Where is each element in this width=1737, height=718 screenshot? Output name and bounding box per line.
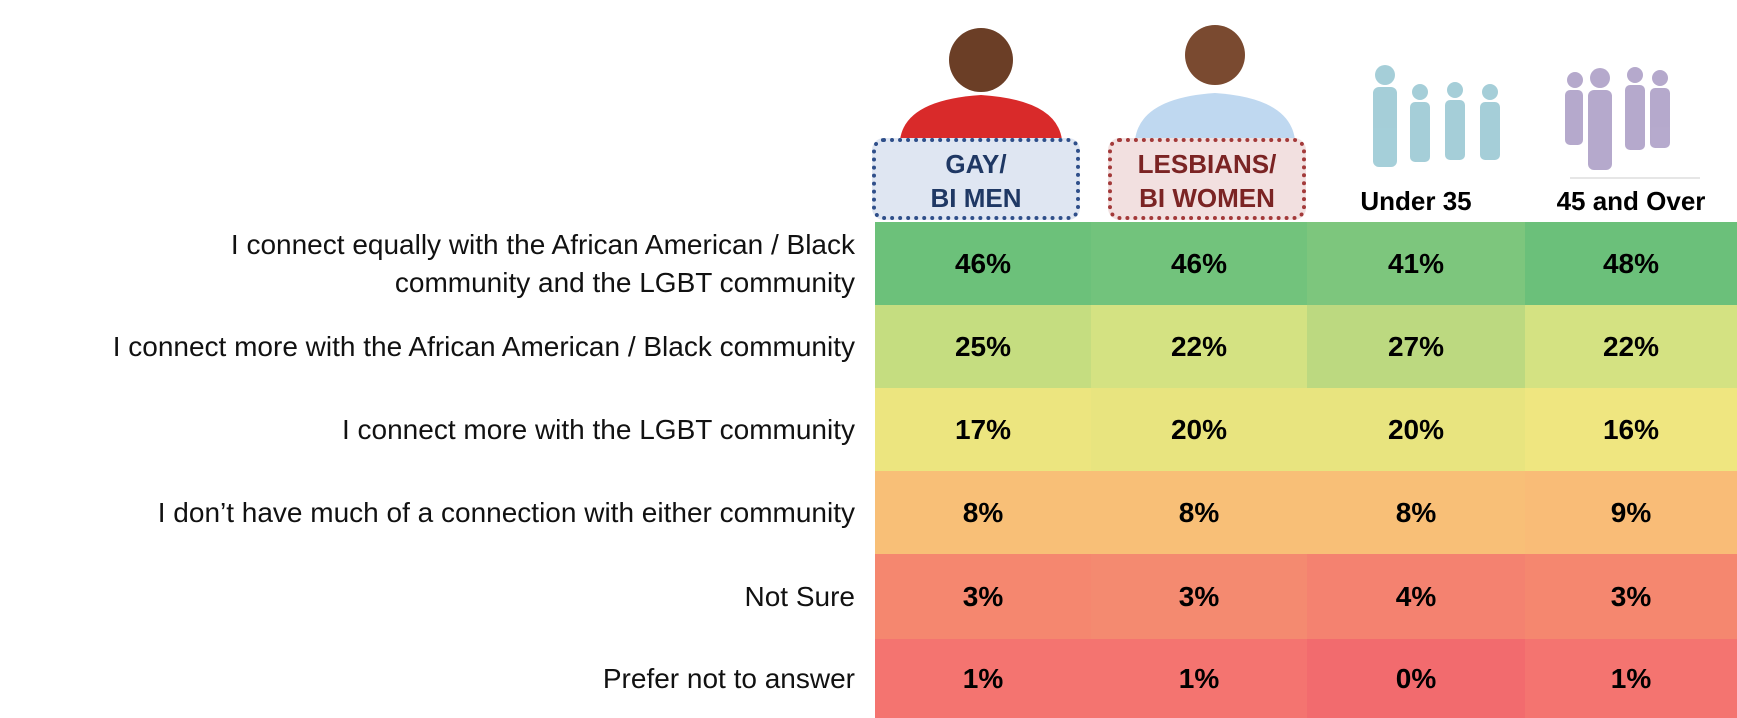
table-cell: 22% [1525, 305, 1737, 388]
column-header: GAY/BI MEN [872, 138, 1080, 220]
header-line: GAY/ [876, 147, 1076, 181]
table-cell: 17% [875, 388, 1091, 471]
row-label-line: I connect more with the LGBT community [342, 411, 855, 449]
table-cell: 1% [1525, 639, 1737, 718]
table-cell: 8% [1307, 471, 1525, 554]
table-cell: 41% [1307, 222, 1525, 305]
row-label: I connect equally with the African Ameri… [231, 226, 855, 302]
table-cell: 3% [1525, 554, 1737, 639]
table-cell: 46% [1091, 222, 1307, 305]
group-silhouette [1565, 67, 1670, 170]
row-label-line: I connect more with the African American… [113, 328, 855, 366]
table-cell: 8% [1091, 471, 1307, 554]
table-cell: 1% [1091, 639, 1307, 718]
person-shirt [1135, 93, 1295, 140]
table-cell: 22% [1091, 305, 1307, 388]
header-line: LESBIANS/ [1112, 147, 1302, 181]
row-label: Not Sure [745, 578, 856, 616]
row-label-line: Not Sure [745, 578, 856, 616]
table-cell: 16% [1525, 388, 1737, 471]
table-cell: 0% [1307, 639, 1525, 718]
row-label-line: Prefer not to answer [603, 660, 855, 698]
table-cell: 25% [875, 305, 1091, 388]
person-head [1185, 25, 1245, 85]
table-cell: 8% [875, 471, 1091, 554]
header-line: BI WOMEN [1112, 181, 1302, 215]
group-silhouette [1373, 65, 1500, 167]
table-cell: 46% [875, 222, 1091, 305]
page: GAY/BI MEN LESBIANS/BI WOMEN Under 35 45… [0, 0, 1737, 718]
row-label: Prefer not to answer [603, 660, 855, 698]
table-cell: 3% [1091, 554, 1307, 639]
header-line: BI MEN [876, 181, 1076, 215]
table-cell: 27% [1307, 305, 1525, 388]
table-cell: 20% [1091, 388, 1307, 471]
table-cell: 3% [875, 554, 1091, 639]
table-cell: 48% [1525, 222, 1737, 305]
row-label-line: I connect equally with the African Ameri… [231, 226, 855, 264]
person-head [949, 28, 1013, 92]
table-cell: 9% [1525, 471, 1737, 554]
header-line: 45 and Over [1525, 184, 1737, 218]
row-label: I connect more with the African American… [113, 328, 855, 366]
row-label: I connect more with the LGBT community [342, 411, 855, 449]
table-cell: 4% [1307, 554, 1525, 639]
row-label-line: I don’t have much of a connection with e… [158, 494, 855, 532]
person-shirt [900, 95, 1062, 140]
header-line: Under 35 [1307, 184, 1525, 218]
table-cell: 1% [875, 639, 1091, 718]
table-cell: 20% [1307, 388, 1525, 471]
row-label-line: community and the LGBT community [231, 264, 855, 302]
column-header: LESBIANS/BI WOMEN [1108, 138, 1306, 220]
column-header: Under 35 [1307, 184, 1525, 218]
row-label: I don’t have much of a connection with e… [158, 494, 855, 532]
column-header: 45 and Over [1525, 184, 1737, 218]
